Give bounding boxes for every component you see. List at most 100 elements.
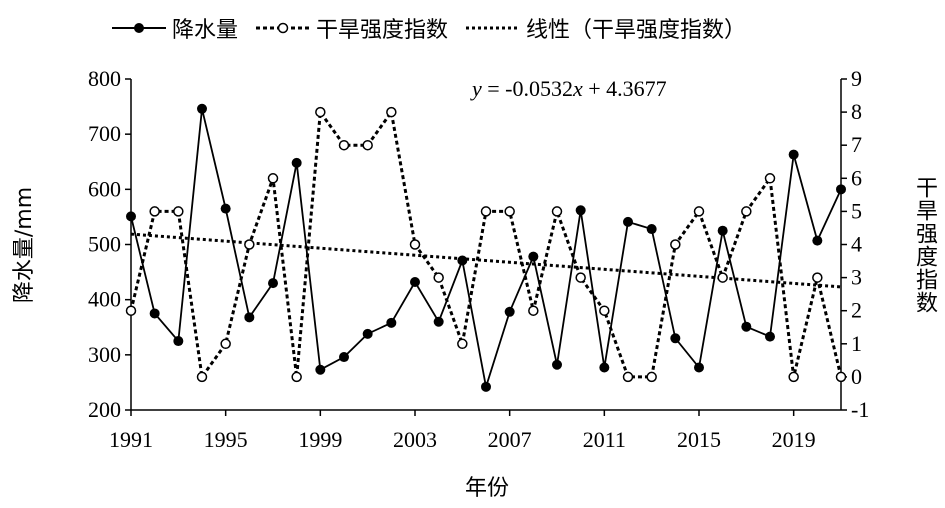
rainfall-point [528,251,539,262]
rainfall-point [315,364,326,375]
rainfall-point [457,255,468,266]
drought-index-point [220,338,231,350]
legend-item-drought: 干旱强度指数 [256,12,448,44]
drought-index-point [267,173,279,184]
rainfall-point [173,336,184,347]
y-right-tick-label: 0 [851,364,862,389]
drought-index-point [338,139,350,151]
equation-intercept: + 4.3677 [582,76,667,101]
y-right-tick-label: 4 [851,232,862,257]
drought-index-point [670,239,681,250]
equation-y: y [472,76,482,101]
y-left-tick-label: 400 [88,287,121,312]
drought-index-line [129,107,843,381]
y-right-tick-label: 9 [851,66,862,91]
rainfall-point [197,103,207,114]
legend-swatch-drought [256,22,311,34]
drought-index-point [244,239,255,250]
rainfall-point [812,235,823,246]
rainfall-point [386,317,397,328]
drought-index-point [693,206,705,217]
rainfall-point [126,211,136,222]
y-right-tick-label: 6 [851,165,862,190]
rainfall-point [433,316,444,327]
drought-index-point [362,139,373,151]
drought-index-point [764,173,776,184]
rainfall-point [339,352,349,363]
rainfall-point [291,157,302,168]
rainfall-point [575,205,586,216]
drought-index-point [125,305,137,316]
y-left-tick-label: 500 [88,232,121,257]
drought-index-point [575,272,586,283]
drought-index-point [551,206,563,217]
rainfall-line [130,108,842,388]
y-right-tick-label: 1 [851,331,862,356]
drought-index-point [528,305,539,316]
x-tick-label: 1995 [204,427,248,452]
drought-index-point [149,206,160,217]
drought-index-point [717,272,728,283]
y-left-tick-label: 300 [88,342,121,367]
legend-swatch-rainfall [112,23,166,33]
y-right-tick-label: 2 [851,298,862,323]
drought-index-point [599,305,610,316]
drought-index-point [812,272,823,283]
x-tick-label: 2007 [488,427,532,452]
drought-index-point [409,239,421,250]
drought-index-point [315,106,326,118]
drought-index-point [480,206,492,217]
drought-index-point [173,206,184,217]
rainfall-point [836,184,846,195]
rainfall-point [362,328,373,339]
drought-index-point [504,206,515,217]
x-tick-label: 2015 [677,427,721,452]
rainfall-point [670,333,681,344]
drought-index-point [835,371,847,383]
x-tick-label: 1999 [298,427,342,452]
drought-index-point [433,272,444,283]
y-right-tick-label: 7 [851,132,862,157]
legend-label-trend: 线性（干旱强度指数） [526,18,747,43]
drought-index-point [196,371,208,383]
equation-slope: = -0.0532 [481,76,573,101]
rainfall-point [481,381,491,392]
x-tick-label: 1991 [109,427,153,452]
rainfall-point [599,362,610,373]
rainfall-point [149,308,160,319]
drought-index-point [622,371,634,383]
drought-index-point [646,371,657,383]
equation-x: x [573,76,583,101]
chart-legend: 降水量 干旱强度指数 线性（干旱强度指数） [112,12,764,44]
drought-index-point [457,338,468,350]
drought-index-point [741,206,752,217]
rainfall-point [741,321,752,332]
rainfall-point [788,149,799,160]
y-axis-left-title: 降水量/mm [12,186,37,304]
rainfall-point [717,225,728,236]
y-right-tick-label: -1 [851,397,869,422]
y-right-tick-label: 8 [851,99,862,124]
legend-item-trend: 线性（干旱强度指数） [466,12,746,44]
y-right-tick-label: 5 [851,198,862,223]
y-left-tick-label: 700 [88,121,121,146]
y-left-tick-label: 200 [88,397,121,422]
legend-item-rainfall: 降水量 [112,12,238,44]
rainfall-point [694,362,704,373]
y-left-tick-label: 600 [88,176,121,201]
rainfall-point [765,331,775,342]
rainfall-point [220,203,231,214]
rainfall-point [552,359,562,370]
drought-index-point [788,371,799,383]
legend-label-rainfall: 降水量 [172,18,239,43]
y-axis-right-title: 干旱强度指数 [912,176,937,314]
rainfall-point [646,224,657,235]
legend-swatch-trend [466,26,521,30]
x-tick-label: 2019 [772,427,816,452]
rainfall-point [244,312,255,323]
y-left-tick-label: 800 [88,66,121,91]
x-tick-label: 2003 [393,427,437,452]
trend-equation: y = -0.0532x + 4.3677 [472,76,667,102]
drought-index-point [291,371,302,383]
